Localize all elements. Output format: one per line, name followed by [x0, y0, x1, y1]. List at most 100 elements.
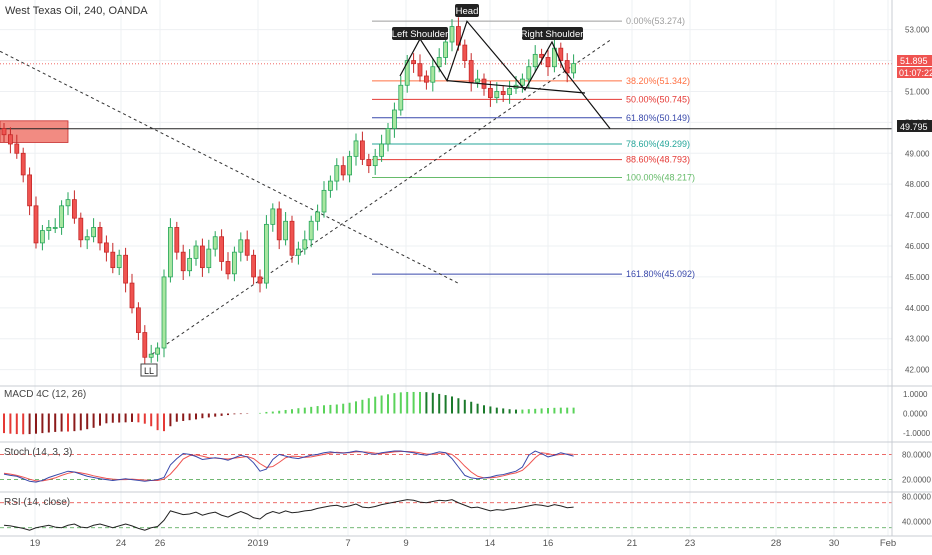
candle-body [475, 78, 481, 83]
candle [372, 148, 378, 175]
candle-body [78, 217, 84, 241]
candle-body [334, 165, 340, 182]
candle-body [46, 227, 52, 231]
time-tick-label: 19 [30, 538, 41, 549]
candle [532, 45, 538, 73]
candle-body [500, 91, 506, 95]
candle-body [123, 254, 128, 284]
candle-body [155, 347, 161, 355]
level-price-tag: 49.795 [897, 120, 932, 132]
stoch-tick-label: 80.0000 [902, 450, 931, 459]
candle [283, 212, 289, 246]
candle-body [391, 109, 397, 129]
time-tick-label: 28 [771, 538, 782, 549]
candle-body [206, 248, 212, 269]
candle-body [251, 254, 257, 278]
candle [14, 134, 20, 159]
candle-body [443, 41, 449, 58]
candle [257, 269, 263, 293]
candle [238, 232, 244, 262]
level-price-value: 49.795 [900, 122, 928, 132]
candle [263, 215, 269, 289]
uptrend-line [151, 38, 613, 355]
head-shoulders-pattern [399, 20, 611, 129]
time-tick-label: 24 [116, 538, 127, 549]
candle [7, 127, 13, 154]
candle-body [7, 134, 13, 145]
price-tick-label: 51.000 [905, 87, 930, 96]
candle-body [20, 152, 26, 176]
candle [571, 54, 576, 79]
annotation-right-shoulder: Right Shoulder [521, 27, 583, 40]
candle-body [1, 128, 7, 136]
fib-level-label: 50.00%(50.745) [626, 94, 690, 104]
candle [148, 344, 154, 363]
candle [40, 224, 45, 251]
candle-body [116, 254, 122, 269]
candle [404, 54, 410, 93]
candle-body [545, 57, 551, 68]
candle [475, 69, 481, 88]
candle [110, 242, 116, 274]
fib-level-label: 100.00%(48.217) [626, 172, 695, 182]
candle [123, 247, 128, 293]
candle [219, 229, 225, 271]
candle-body [238, 239, 244, 253]
candle [65, 192, 71, 216]
candle-body [135, 307, 141, 333]
candle-body [295, 248, 301, 256]
candle [315, 204, 321, 231]
price-tick-label: 42.000 [905, 366, 930, 375]
candle-body [180, 251, 186, 272]
candle [231, 246, 237, 282]
candle [468, 53, 474, 92]
candle-body [161, 276, 167, 349]
candle [212, 231, 218, 257]
candle-body [110, 251, 116, 269]
fib-level-label: 161.80%(45.092) [626, 269, 695, 279]
candle [270, 203, 276, 232]
candle [379, 134, 385, 162]
candle [129, 273, 135, 314]
candle-body [487, 87, 493, 99]
candle-body [520, 78, 525, 86]
candle-body [52, 227, 58, 229]
last-price-tag: 51.895 01:07:22 [897, 55, 932, 78]
stoch-k-line [3, 450, 574, 483]
price-tick-label: 46.000 [905, 242, 930, 251]
candle [180, 244, 186, 280]
candle [225, 252, 231, 280]
time-tick-label: 26 [155, 538, 166, 549]
time-tick-label: 21 [627, 538, 638, 549]
annotation-head: Head [455, 4, 479, 17]
candle-body [225, 261, 231, 275]
candle [443, 36, 449, 65]
candle [334, 158, 340, 191]
candle [321, 181, 327, 218]
candle [161, 269, 167, 358]
candle-body [244, 239, 250, 256]
fib-level-label: 0.00%(53.274) [626, 16, 685, 26]
candle-body [257, 276, 263, 284]
candle-body [404, 60, 410, 86]
candle-body [129, 282, 135, 309]
candle [52, 218, 58, 234]
candle-body [366, 159, 372, 167]
candle-body [564, 60, 570, 74]
candle [347, 150, 353, 183]
pattern-zigzag [399, 20, 611, 129]
candle [340, 156, 346, 181]
candle-body [417, 63, 423, 77]
time-tick-label: Feb [880, 538, 896, 549]
candle-body [327, 180, 333, 191]
price-tick-label: 47.000 [905, 211, 930, 220]
candle [251, 249, 257, 285]
candle [97, 221, 103, 251]
time-tick-label: 14 [485, 538, 496, 549]
candle [46, 220, 52, 240]
macd-tick-label: 1.0000 [903, 390, 928, 399]
candle-body [379, 143, 385, 157]
candle-body [148, 353, 154, 358]
